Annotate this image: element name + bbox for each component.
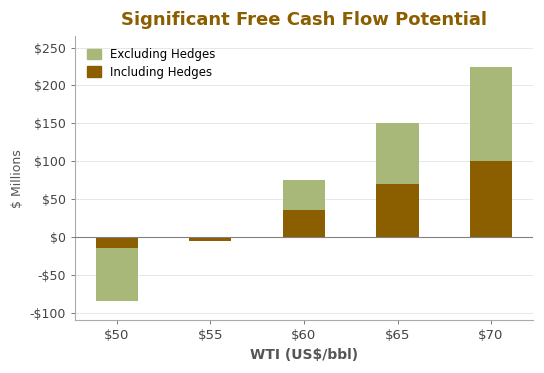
Bar bbox=[470, 66, 512, 161]
Y-axis label: $ Millions: $ Millions bbox=[11, 149, 24, 208]
X-axis label: WTI (US$/bbl): WTI (US$/bbl) bbox=[250, 348, 358, 362]
Bar bbox=[96, 237, 138, 248]
Bar bbox=[376, 184, 418, 237]
Bar bbox=[376, 123, 418, 184]
Legend: Excluding Hedges, Including Hedges: Excluding Hedges, Including Hedges bbox=[81, 42, 222, 85]
Bar bbox=[96, 248, 138, 301]
Bar bbox=[470, 161, 512, 237]
Title: Significant Free Cash Flow Potential: Significant Free Cash Flow Potential bbox=[121, 11, 487, 29]
Bar bbox=[283, 210, 325, 237]
Bar bbox=[189, 237, 232, 241]
Bar bbox=[283, 180, 325, 210]
